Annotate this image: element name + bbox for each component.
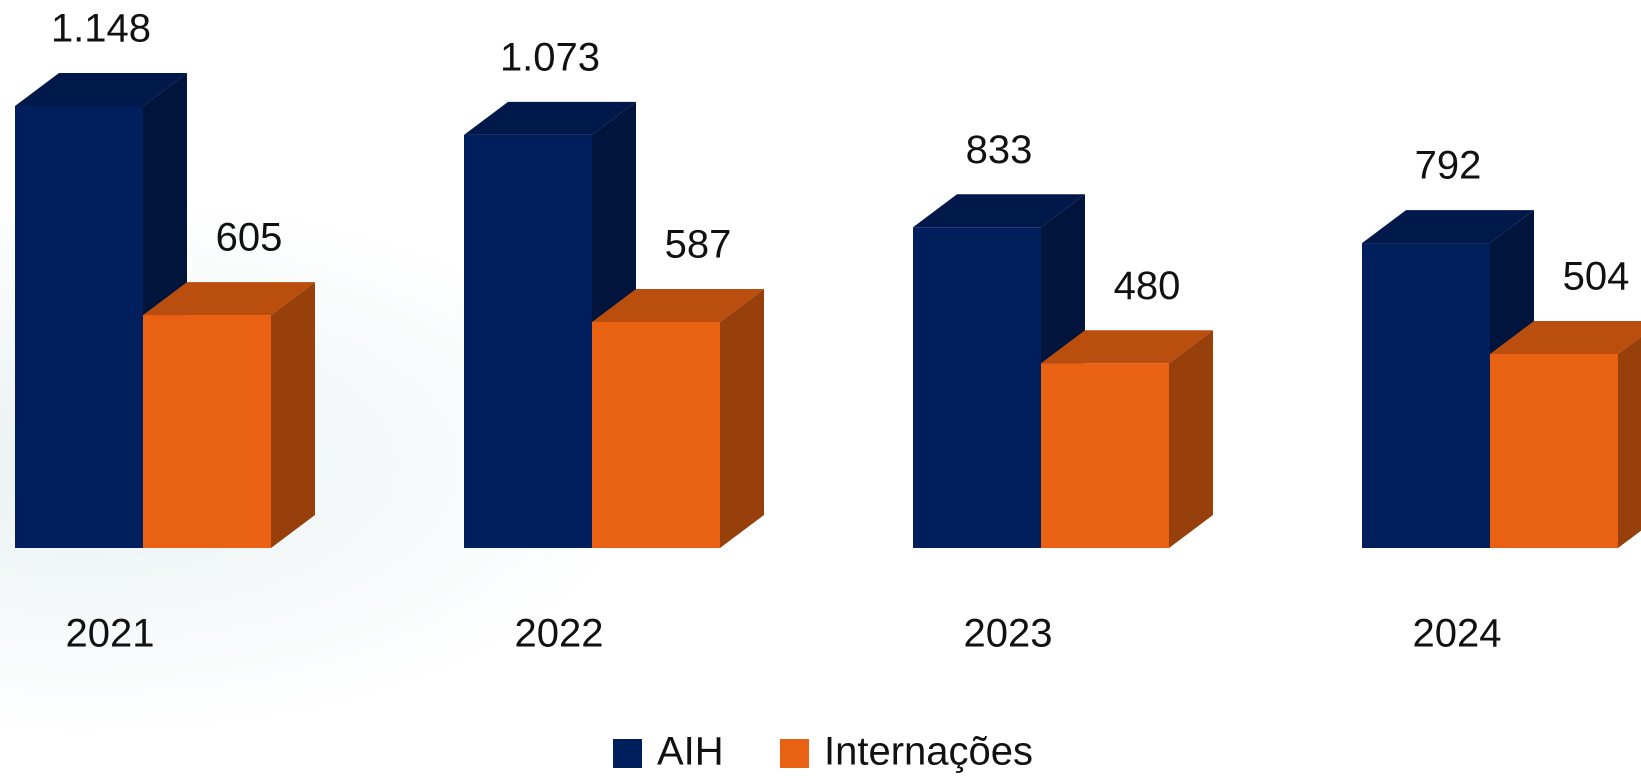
legend-swatch [780,739,809,768]
bar-top [464,101,636,135]
bar-top [1362,210,1534,244]
bar-top [592,288,764,322]
bar-top [143,282,315,316]
data-label: 1.073 [500,35,600,79]
bar [464,134,592,548]
data-label: 833 [966,128,1033,172]
bar [592,321,720,548]
bar [913,227,1041,548]
bar [1362,243,1490,548]
bar [1041,363,1169,548]
bar-side [271,282,315,548]
x-tick-label: 2024 [1413,612,1502,656]
data-label: 480 [1114,264,1181,308]
legend-label: AIH [657,730,724,774]
x-tick-label: 2023 [964,612,1053,656]
legend-label: Internações [824,730,1033,774]
legend-swatch [613,739,642,768]
bar-side [1169,330,1213,548]
bar [15,106,143,548]
bar-top [1490,320,1641,354]
bar [143,315,271,548]
data-label: 792 [1415,144,1482,188]
data-label: 587 [665,223,732,267]
x-tick-label: 2022 [515,612,604,656]
data-label: 1.148 [51,7,151,51]
x-tick-label: 2021 [66,612,155,656]
bar-side [720,288,764,548]
data-label: 605 [216,216,283,260]
bar-side [1618,336,1641,548]
bar-top [1041,330,1213,364]
bar [1490,353,1618,548]
bar-top [15,73,187,106]
data-label: 504 [1563,255,1630,299]
bar-top [913,194,1085,228]
